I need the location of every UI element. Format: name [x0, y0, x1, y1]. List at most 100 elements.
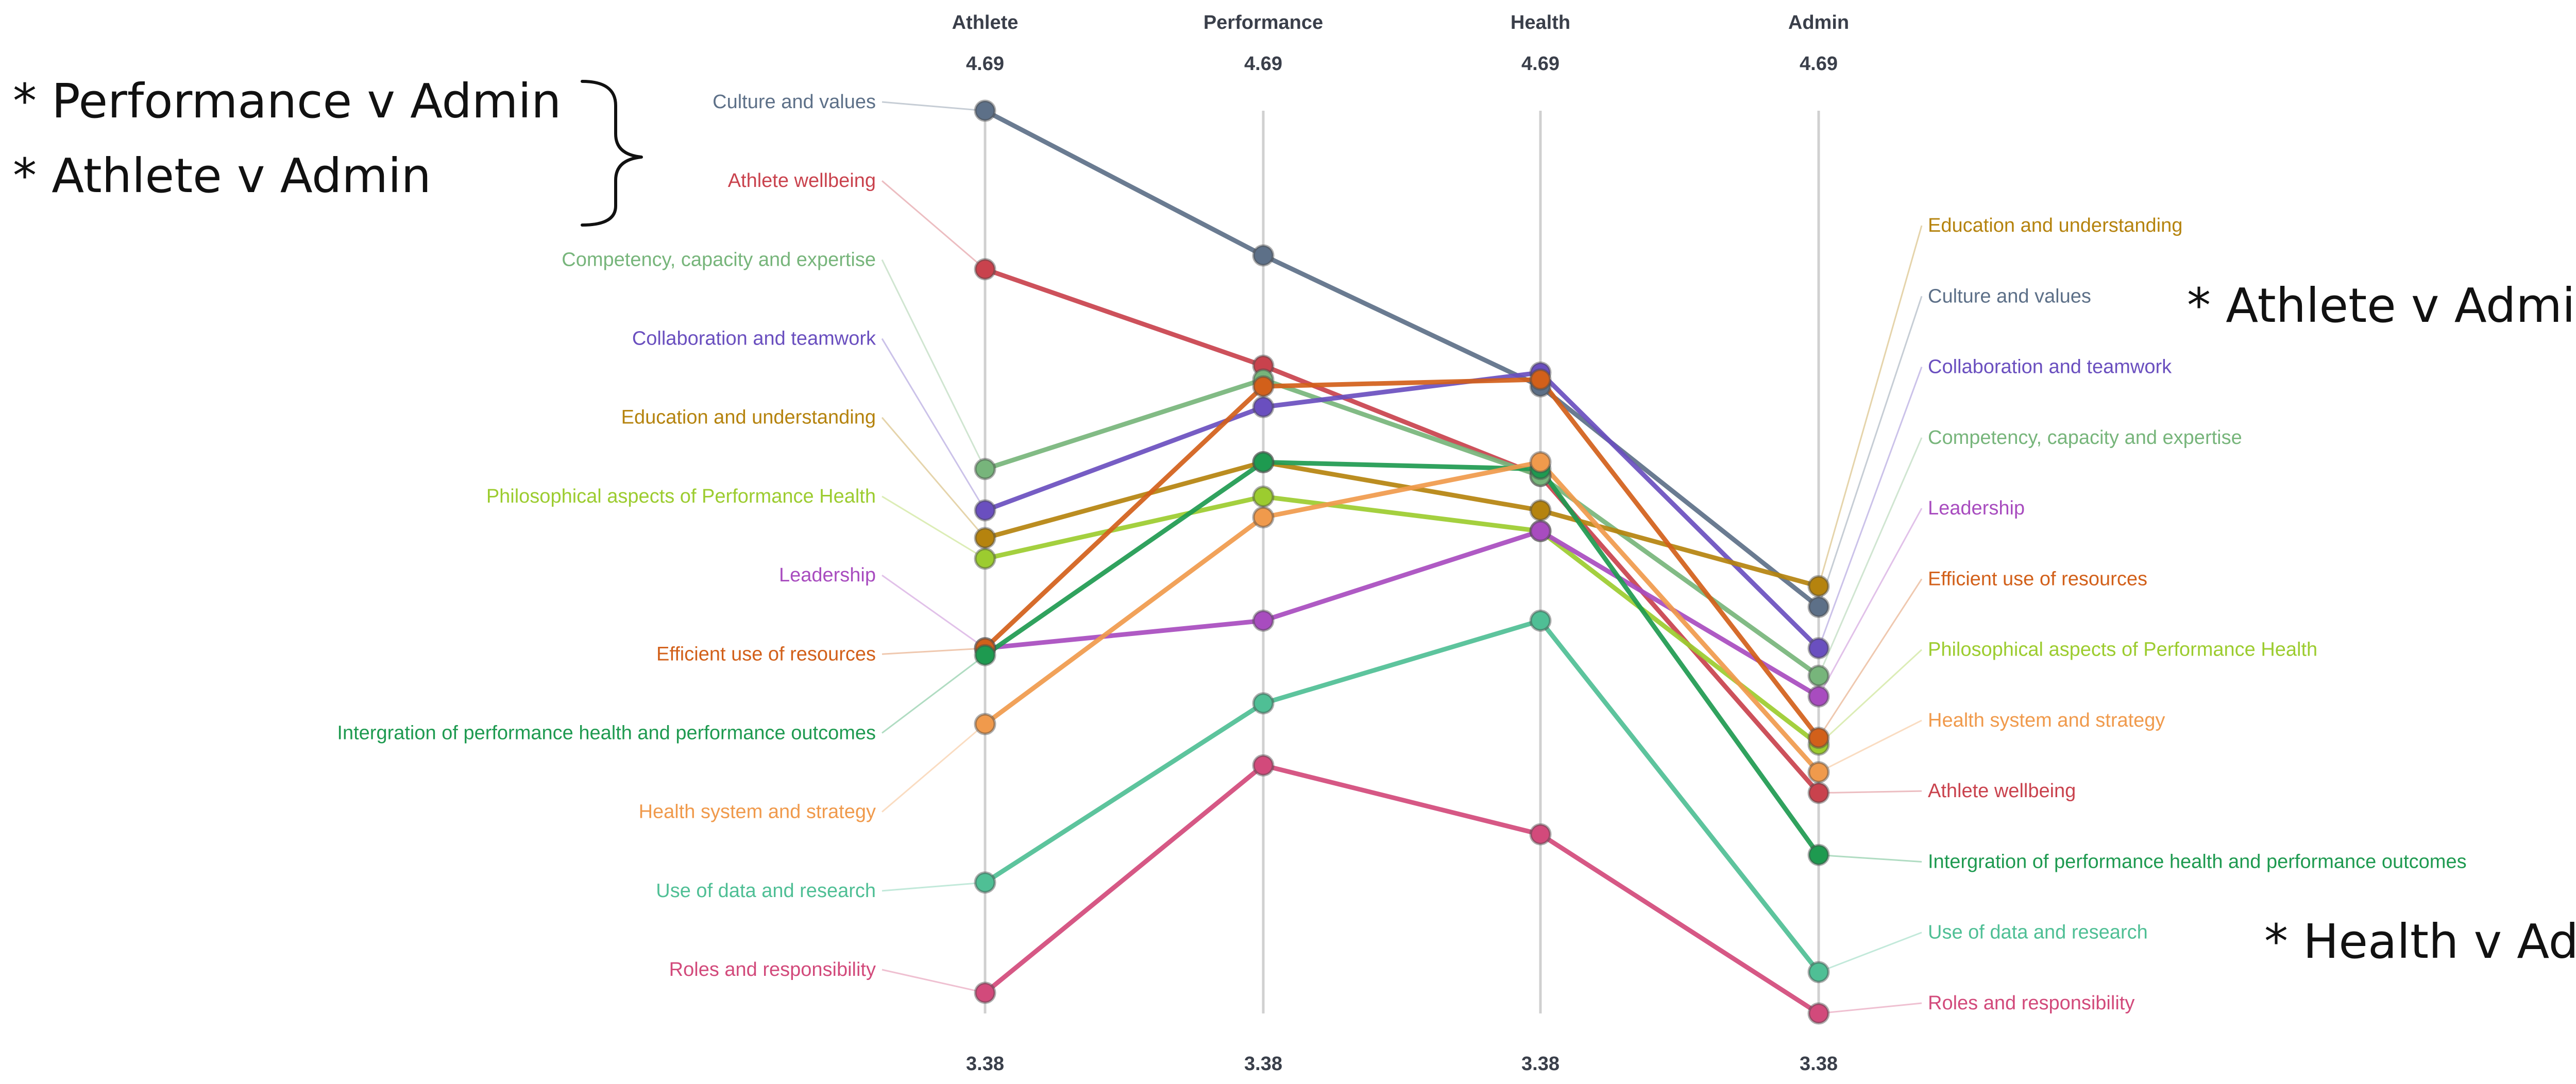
connector-left-culture-and-values — [882, 101, 986, 112]
series-line-roles-and-responsibility — [984, 763, 1820, 1016]
label-right-athlete-wellbeing: Athlete wellbeing — [1928, 780, 2076, 802]
axis-min-label-admin: 3.38 — [1800, 1053, 1838, 1075]
label-left-athlete-wellbeing: Athlete wellbeing — [728, 170, 876, 192]
connector-right-leadership — [1818, 508, 1923, 697]
label-left-health-system-and-strategy: Health system and strategy — [639, 801, 876, 823]
point-education-and-understanding-athlete — [974, 527, 996, 549]
axis-title-performance: Performance — [1204, 12, 1323, 33]
axis-min-label-performance: 3.38 — [1244, 1053, 1282, 1075]
connector-left-efficient-use-of-resources — [882, 647, 986, 655]
label-right-collaboration-and-teamwork: Collaboration and teamwork — [1928, 356, 2172, 378]
label-right-competency-capacity-and-expertise: Competency, capacity and expertise — [1928, 427, 2242, 449]
point-roles-and-responsibility-admin — [1807, 1002, 1830, 1025]
series-line-culture-and-values — [984, 109, 1820, 609]
label-right-culture-and-values: Culture and values — [1928, 285, 2091, 307]
point-culture-and-values-performance — [1252, 244, 1275, 267]
label-right-philosophical-aspects-of-performance-health: Philosophical aspects of Performance Hea… — [1928, 639, 2317, 661]
label-left-competency-capacity-and-expertise: Competency, capacity and expertise — [562, 249, 876, 270]
point-competency-capacity-and-expertise-admin — [1807, 664, 1830, 687]
point-intergration-of-performance-health-and-performance-outcomes-performance — [1252, 451, 1275, 473]
point-competency-capacity-and-expertise-athlete — [974, 458, 996, 480]
series-line-use-of-data-and-research — [984, 618, 1821, 974]
label-right-use-of-data-and-research: Use of data and research — [1928, 922, 2148, 943]
series-line-competency-capacity-and-expertise — [984, 377, 1820, 678]
point-athlete-wellbeing-athlete — [974, 258, 996, 281]
axis-title-athlete: Athlete — [952, 12, 1019, 33]
annotation-athlete-v-admin-right: * Athlete v Admin — [2187, 278, 2576, 333]
series-line-leadership — [985, 528, 1820, 699]
series-line-collaboration-and-teamwork — [984, 370, 1821, 650]
point-roles-and-responsibility-health — [1529, 823, 1552, 846]
point-collaboration-and-teamwork-admin — [1807, 637, 1830, 660]
label-left-culture-and-values: Culture and values — [713, 91, 876, 113]
series-line-health-system-and-strategy — [984, 460, 1821, 774]
connector-left-competency-capacity-and-expertise — [881, 259, 986, 470]
point-efficient-use-of-resources-performance — [1252, 375, 1275, 398]
series-line-intergration-of-performance-health-and-performance-outcomes — [984, 460, 1821, 856]
axis-max-label-athlete: 4.69 — [966, 53, 1004, 75]
axis-min-label-athlete: 3.38 — [966, 1053, 1004, 1075]
connector-left-leadership — [882, 574, 986, 649]
connector-right-health-system-and-strategy — [1818, 719, 1922, 773]
annotation-health-v-admin: * Health v Admin — [2264, 914, 2576, 969]
annotation-performance-v-admin: * Performance v Admin — [13, 74, 561, 129]
point-leadership-health — [1529, 520, 1552, 542]
axis-title-admin: Admin — [1788, 12, 1849, 33]
series-points — [974, 99, 1830, 1025]
point-health-system-and-strategy-performance — [1252, 506, 1275, 528]
point-efficient-use-of-resources-admin — [1807, 727, 1830, 749]
point-culture-and-values-athlete — [974, 99, 996, 122]
label-right-roles-and-responsibility: Roles and responsibility — [1928, 992, 2134, 1014]
annotation-brace — [581, 80, 643, 227]
label-left-collaboration-and-teamwork: Collaboration and teamwork — [632, 328, 876, 350]
point-leadership-admin — [1807, 685, 1830, 708]
point-health-system-and-strategy-athlete — [974, 713, 996, 735]
connector-right-intergration-of-performance-health-and-performance-outcomes — [1818, 854, 1922, 863]
point-leadership-performance — [1252, 609, 1275, 632]
significance-annotations: * Performance v Admin * Athlete v Admin … — [13, 74, 2576, 969]
connector-right-competency-capacity-and-expertise — [1818, 437, 1923, 676]
connector-left-intergration-of-performance-health-and-performance-outcomes — [882, 654, 986, 734]
label-right-efficient-use-of-resources: Efficient use of resources — [1928, 568, 2147, 590]
series-line-efficient-use-of-resources — [983, 377, 1821, 739]
label-right-health-system-and-strategy: Health system and strategy — [1928, 710, 2165, 731]
point-collaboration-and-teamwork-performance — [1252, 395, 1275, 418]
label-left-education-and-understanding: Education and understanding — [621, 407, 876, 428]
point-use-of-data-and-research-performance — [1252, 692, 1275, 715]
connector-left-use-of-data-and-research — [882, 882, 986, 892]
point-philosophical-aspects-of-performance-health-performance — [1252, 485, 1275, 508]
point-use-of-data-and-research-admin — [1807, 961, 1830, 984]
connector-right-use-of-data-and-research — [1818, 932, 1922, 973]
point-philosophical-aspects-of-performance-health-athlete — [974, 547, 996, 570]
connector-left-roles-and-responsibility — [882, 969, 986, 994]
point-use-of-data-and-research-health — [1529, 609, 1552, 632]
annotation-athlete-v-admin-left: * Athlete v Admin — [13, 148, 431, 203]
label-left-intergration-of-performance-health-and-performance-outcomes: Intergration of performance health and p… — [337, 722, 876, 744]
connector-left-philosophical-aspects-of-performance-health — [882, 495, 986, 560]
label-right-intergration-of-performance-health-and-performance-outcomes: Intergration of performance health and p… — [1928, 851, 2467, 872]
category-labels: Culture and values Athlete wellbeing Compe… — [337, 91, 2466, 1014]
label-right-education-and-understanding: Education and understanding — [1928, 215, 2182, 236]
connector-right-collaboration-and-teamwork — [1818, 367, 1923, 649]
connector-left-health-system-and-strategy — [882, 723, 986, 813]
connector-right-education-and-understanding — [1818, 225, 1923, 587]
series-line-athlete-wellbeing — [984, 267, 1821, 795]
point-collaboration-and-teamwork-athlete — [974, 499, 996, 522]
point-athlete-wellbeing-admin — [1807, 782, 1830, 804]
point-roles-and-responsibility-performance — [1252, 754, 1275, 777]
series-lines — [983, 109, 1821, 1016]
label-left-efficient-use-of-resources: Efficient use of resources — [656, 643, 876, 665]
axis-max-label-health: 4.69 — [1521, 53, 1560, 75]
label-left-roles-and-responsibility: Roles and responsibility — [669, 959, 876, 980]
point-use-of-data-and-research-athlete — [974, 871, 996, 894]
point-intergration-of-performance-health-and-performance-outcomes-admin — [1807, 844, 1830, 866]
point-education-and-understanding-admin — [1807, 575, 1830, 597]
connector-left-education-and-understanding — [881, 417, 986, 539]
axis-title-health: Health — [1511, 12, 1570, 33]
axis-max-label-performance: 4.69 — [1244, 53, 1282, 75]
connector-left-athlete-wellbeing — [882, 180, 986, 270]
connector-right-culture-and-values — [1818, 296, 1923, 607]
connector-left-collaboration-and-teamwork — [881, 338, 986, 511]
series-line-philosophical-aspects-of-performance-health — [985, 494, 1820, 747]
label-connectors — [881, 101, 1923, 1014]
